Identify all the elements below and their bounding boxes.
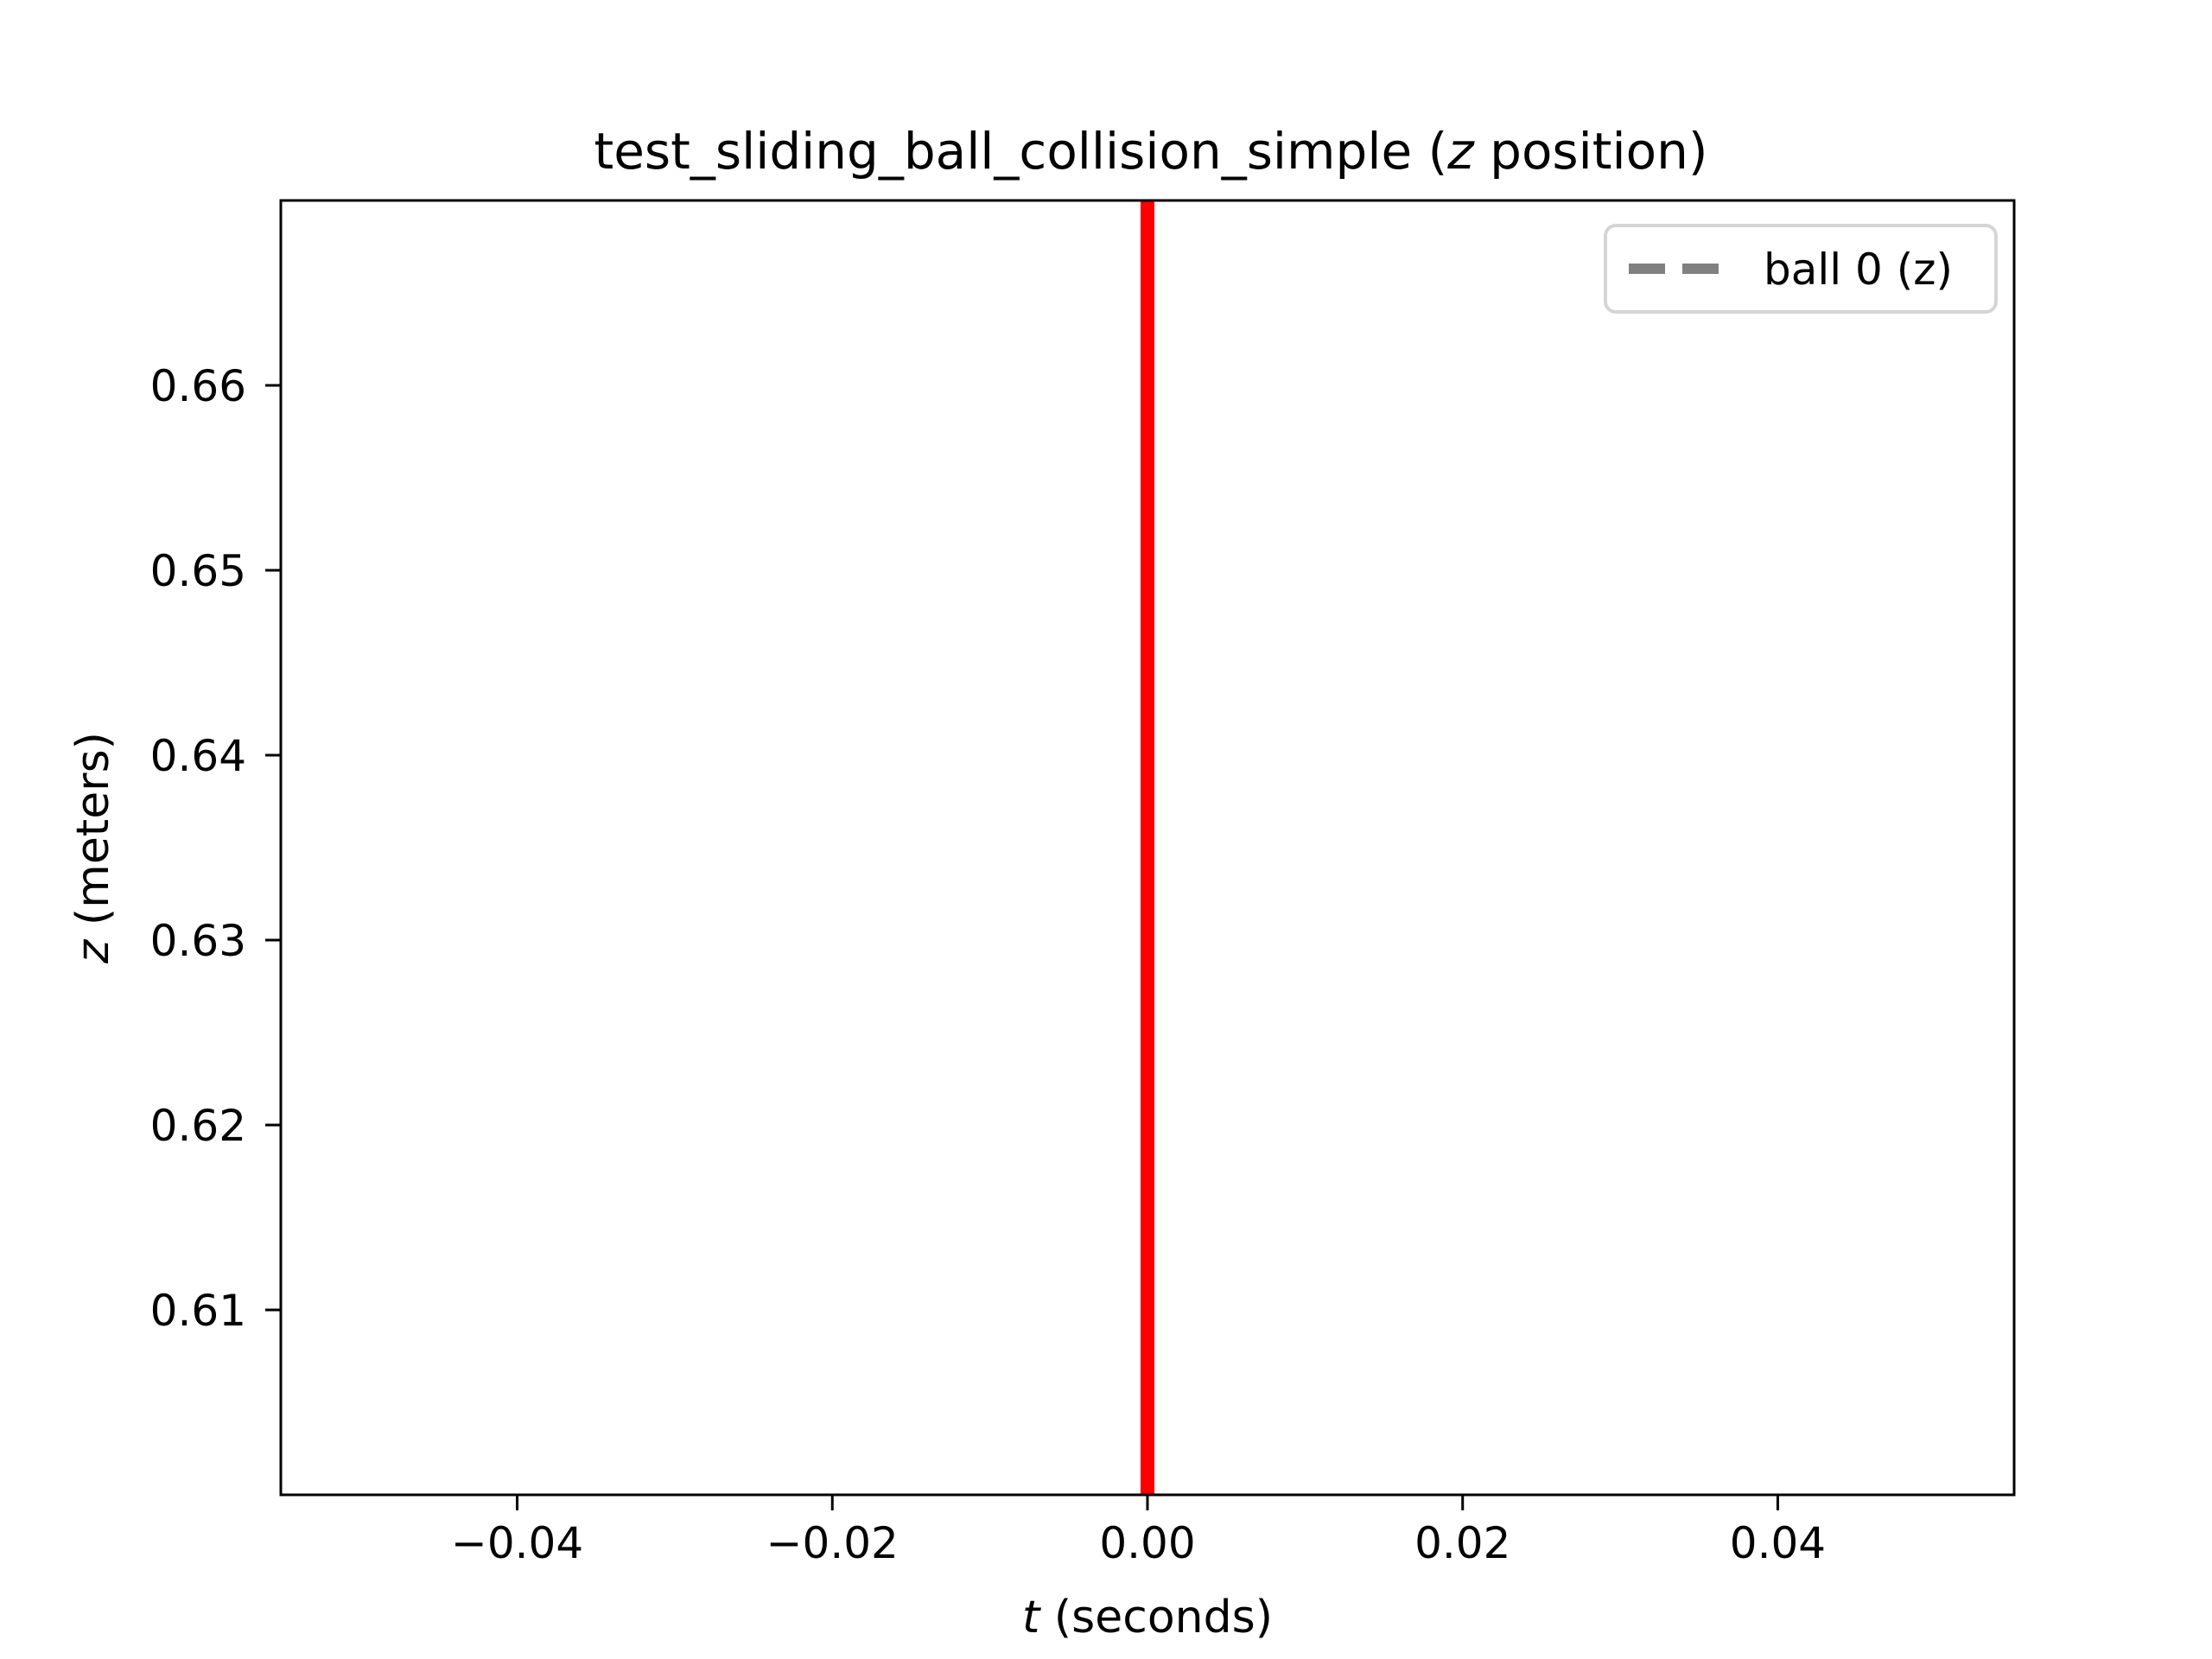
x-tick-label-2: 0.00: [1099, 1518, 1195, 1568]
legend-label-ball-0-z: ball 0 (z): [1764, 245, 1953, 295]
y-tick-label-1: 0.62: [150, 1101, 246, 1151]
x-tick-label-4: 0.04: [1730, 1518, 1826, 1568]
x-axis-ticks: −0.04 −0.02 0.00 0.02 0.04: [451, 1495, 1826, 1568]
y-tick-label-2: 0.63: [150, 916, 246, 966]
x-axis-label-variable: t: [1022, 1592, 1041, 1643]
legend-box: [1604, 224, 1998, 314]
legend: ball 0 (z): [1604, 224, 1998, 314]
y-axis-label-unit: (meters): [67, 732, 119, 940]
y-axis-label: z (meters): [67, 732, 119, 964]
y-tick-label-0: 0.61: [150, 1286, 246, 1336]
x-tick-label-1: −0.02: [766, 1518, 899, 1568]
x-tick-label-3: 0.02: [1414, 1518, 1510, 1568]
x-tick-label-0: −0.04: [451, 1518, 583, 1568]
y-tick-label-3: 0.64: [150, 731, 246, 781]
chart-title: test_sliding_ball_collision_simple (z po…: [594, 122, 1708, 181]
x-axis-label-unit: (seconds): [1039, 1592, 1273, 1643]
y-axis-ticks: 0.61 0.62 0.63 0.64 0.65 0.66: [150, 361, 281, 1336]
chart-title-part-2: position): [1474, 122, 1708, 181]
chart-title-variable: z: [1446, 122, 1475, 181]
plot-border: [279, 199, 2016, 1497]
y-tick-label-5: 0.66: [150, 361, 246, 411]
y-tick-label-4: 0.65: [150, 546, 246, 596]
y-axis-label-variable: z: [67, 938, 119, 964]
x-axis-label: t (seconds): [1022, 1592, 1273, 1643]
chart-title-part-1: test_sliding_ball_collision_simple (: [594, 122, 1448, 181]
